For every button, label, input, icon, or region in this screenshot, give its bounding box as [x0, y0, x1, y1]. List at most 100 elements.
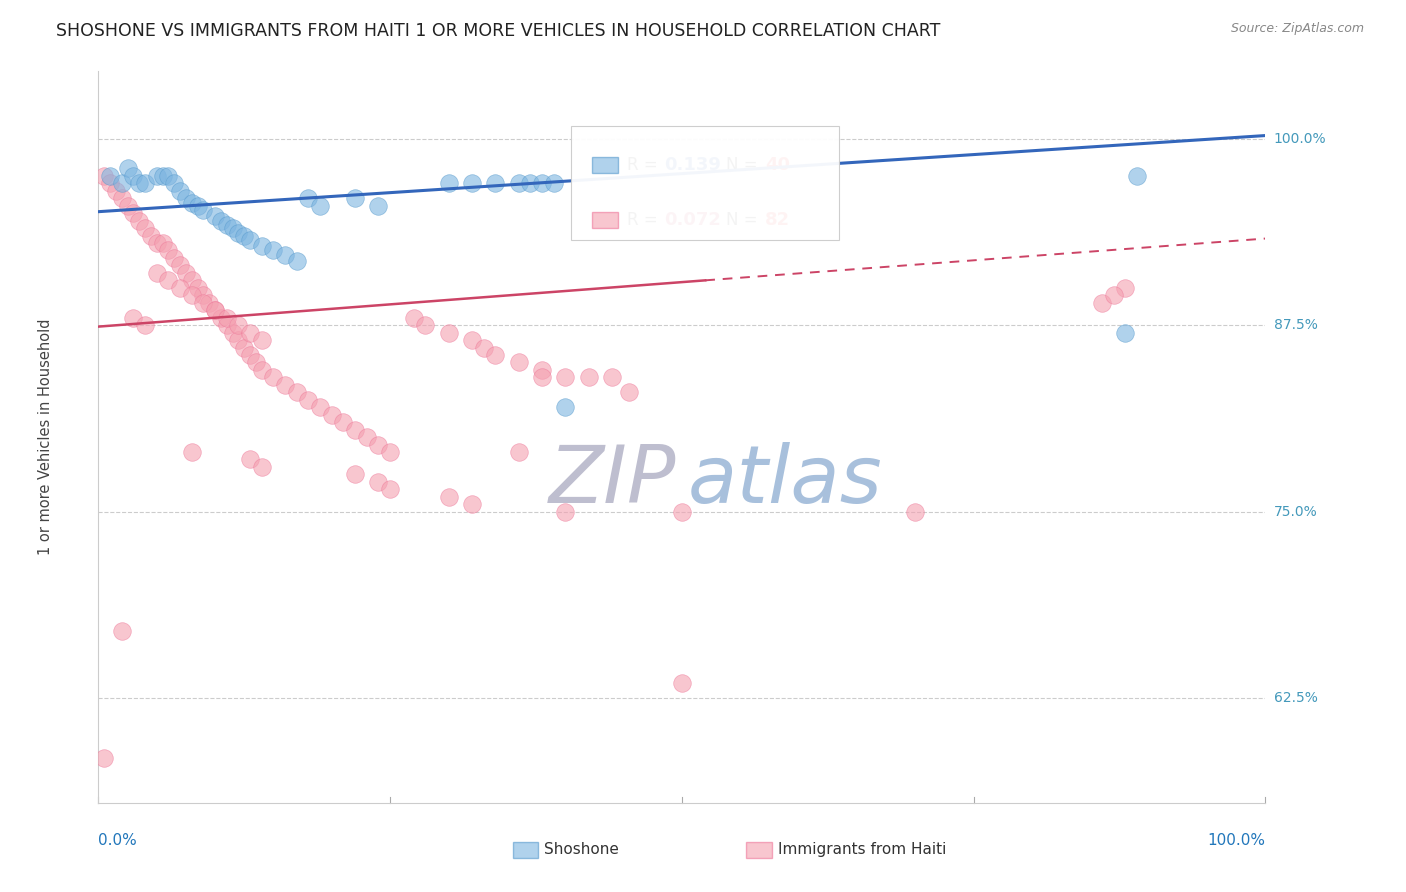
Point	[122, 310, 145, 325]
Point	[619, 385, 641, 400]
Point	[671, 676, 693, 690]
Point	[134, 318, 156, 332]
Point	[215, 318, 238, 332]
Point	[484, 177, 506, 191]
Text: 75.0%: 75.0%	[1274, 505, 1317, 519]
Text: atlas: atlas	[688, 442, 883, 520]
Point	[193, 203, 215, 218]
Point	[461, 497, 484, 511]
Point	[344, 191, 367, 205]
Point	[221, 326, 243, 340]
Point	[508, 445, 530, 459]
Point	[174, 266, 197, 280]
Point	[367, 475, 389, 489]
Point	[104, 184, 127, 198]
Point	[239, 233, 262, 247]
Point	[187, 281, 209, 295]
Point	[163, 177, 186, 191]
Point	[437, 177, 460, 191]
Text: Shoshone: Shoshone	[544, 842, 619, 857]
Point	[508, 355, 530, 369]
Point	[600, 370, 623, 384]
Point	[134, 177, 156, 191]
Point	[578, 370, 600, 384]
Point	[239, 326, 262, 340]
Point	[262, 244, 284, 258]
Point	[321, 408, 343, 422]
Point	[169, 281, 191, 295]
Point	[146, 169, 169, 183]
Text: 100.0%: 100.0%	[1208, 833, 1265, 848]
Point	[1114, 281, 1136, 295]
Text: 0.139: 0.139	[665, 156, 721, 174]
Text: N =: N =	[727, 211, 763, 229]
Point	[180, 445, 202, 459]
Text: 0.0%: 0.0%	[98, 833, 138, 848]
Point	[193, 288, 215, 302]
Point	[402, 310, 425, 325]
Point	[530, 177, 553, 191]
Text: Immigrants from Haiti: Immigrants from Haiti	[778, 842, 946, 857]
Point	[309, 199, 332, 213]
Point	[904, 505, 927, 519]
FancyBboxPatch shape	[592, 157, 617, 173]
Point	[250, 333, 273, 347]
Point	[111, 191, 134, 205]
Point	[274, 248, 297, 262]
Text: Source: ZipAtlas.com: Source: ZipAtlas.com	[1230, 22, 1364, 36]
Point	[472, 341, 495, 355]
Point	[180, 195, 202, 210]
Point	[187, 199, 209, 213]
Text: R =: R =	[627, 211, 664, 229]
Point	[163, 251, 186, 265]
Text: 1 or more Vehicles in Household: 1 or more Vehicles in Household	[38, 318, 53, 556]
Point	[139, 228, 162, 243]
Point	[93, 751, 115, 765]
Point	[169, 184, 191, 198]
Point	[233, 228, 256, 243]
Point	[215, 218, 238, 232]
Point	[519, 177, 541, 191]
Text: R =: R =	[627, 156, 664, 174]
Point	[180, 273, 202, 287]
Point	[530, 363, 553, 377]
Point	[228, 333, 250, 347]
Text: ZIP: ZIP	[548, 442, 676, 520]
Point	[332, 415, 354, 429]
Point	[128, 213, 150, 227]
Point	[1102, 288, 1125, 302]
Point	[152, 169, 174, 183]
Point	[413, 318, 436, 332]
Point	[157, 169, 180, 183]
Point	[169, 259, 191, 273]
Point	[204, 209, 226, 223]
Point	[508, 177, 530, 191]
Point	[228, 226, 250, 240]
Point	[193, 295, 215, 310]
Point	[554, 401, 576, 415]
Point	[122, 206, 145, 220]
Point	[157, 244, 180, 258]
Point	[437, 326, 460, 340]
Point	[250, 363, 273, 377]
Point	[98, 169, 121, 183]
Point	[122, 169, 145, 183]
Point	[484, 348, 506, 362]
Point	[367, 437, 389, 451]
Point	[239, 452, 262, 467]
Text: 82: 82	[765, 211, 790, 229]
Point	[1126, 169, 1149, 183]
Point	[543, 177, 565, 191]
Text: 100.0%: 100.0%	[1274, 131, 1326, 145]
Point	[221, 221, 243, 235]
Point	[262, 370, 284, 384]
Point	[134, 221, 156, 235]
Point	[93, 169, 115, 183]
Point	[117, 161, 139, 176]
Point	[1114, 326, 1136, 340]
Text: 40: 40	[765, 156, 790, 174]
Point	[367, 199, 389, 213]
Text: 87.5%: 87.5%	[1274, 318, 1317, 332]
Point	[111, 177, 134, 191]
Point	[356, 430, 378, 444]
